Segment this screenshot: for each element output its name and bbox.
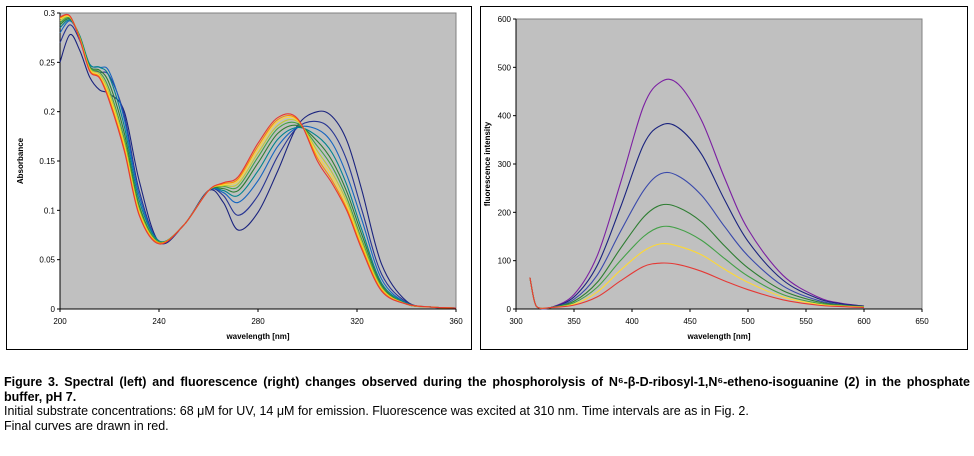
- fluorescence-chart: 0 100 200 300 400 500 600 300 350 400 450 500 550 600…: [483, 15, 929, 341]
- y-tick-label: 300: [498, 160, 512, 169]
- y-tick-label: 0.2: [44, 108, 56, 117]
- series-line-7: [529, 262, 865, 309]
- x-axis-label: wavelength [nm]: [225, 332, 289, 341]
- series-line-7: [59, 15, 457, 309]
- x-tick-label: 300: [509, 317, 523, 326]
- x-tick-label: 240: [152, 317, 166, 326]
- y-tick-label: 400: [498, 112, 512, 121]
- y-tick-label: 0: [51, 305, 56, 314]
- caption-title: Figure 3. Spectral (left) and fluorescen…: [4, 375, 970, 404]
- series-line-6: [59, 16, 457, 309]
- x-tick-label: 650: [915, 317, 929, 326]
- series-line-5: [59, 18, 457, 309]
- series-line-4: [59, 19, 457, 309]
- x-tick-label: 600: [857, 317, 871, 326]
- y-axis-label: fluorescence intensity: [483, 121, 492, 206]
- figure-caption: Figure 3. Spectral (left) and fluorescen…: [4, 375, 970, 433]
- x-tick-label: 450: [683, 317, 697, 326]
- series-line-1: [59, 33, 457, 309]
- series-line-8: [59, 15, 457, 309]
- x-tick-label: 500: [741, 317, 755, 326]
- caption-line-1: Initial substrate concentrations: 68 μM …: [4, 404, 749, 418]
- y-tick-label: 0.05: [39, 256, 55, 265]
- y-tick-label: 0: [507, 305, 512, 314]
- x-tick-label: 360: [449, 317, 463, 326]
- absorbance-chart-panel: 0 0.05 0.1 0.15 0.2 0.25 0.3 200 240 280 320 360 wav…: [6, 6, 472, 350]
- y-axis-label: Absorbance: [16, 137, 25, 184]
- y-tick-label: 100: [498, 257, 512, 266]
- x-tick-label: 280: [251, 317, 265, 326]
- y-tick-label: 0.1: [44, 206, 56, 215]
- caption-line-2: Final curves are drawn in red.: [4, 418, 169, 433]
- plot-area: [59, 12, 457, 310]
- x-tick-label: 400: [625, 317, 639, 326]
- x-tick-label: 320: [350, 317, 364, 326]
- y-tick-label: 200: [498, 208, 512, 217]
- y-tick-label: 0.3: [44, 9, 56, 18]
- y-tick-label: 600: [498, 15, 512, 24]
- fluorescence-chart-panel: 0 100 200 300 400 500 600 300 350 400 450 500 550 600…: [480, 6, 968, 350]
- x-tick-label: 550: [799, 317, 813, 326]
- y-tick-label: 500: [498, 63, 512, 72]
- y-tick-label: 0.15: [39, 157, 55, 166]
- series-line-9: [59, 14, 457, 309]
- x-tick-label: 200: [53, 317, 67, 326]
- x-axis-label: wavelength [nm]: [686, 332, 750, 341]
- y-tick-label: 0.25: [39, 58, 55, 67]
- absorbance-chart: 0 0.05 0.1 0.15 0.2 0.25 0.3 200 240 280 320 360 wav…: [16, 9, 463, 341]
- series-line-10: [59, 13, 457, 309]
- x-tick-label: 350: [567, 317, 581, 326]
